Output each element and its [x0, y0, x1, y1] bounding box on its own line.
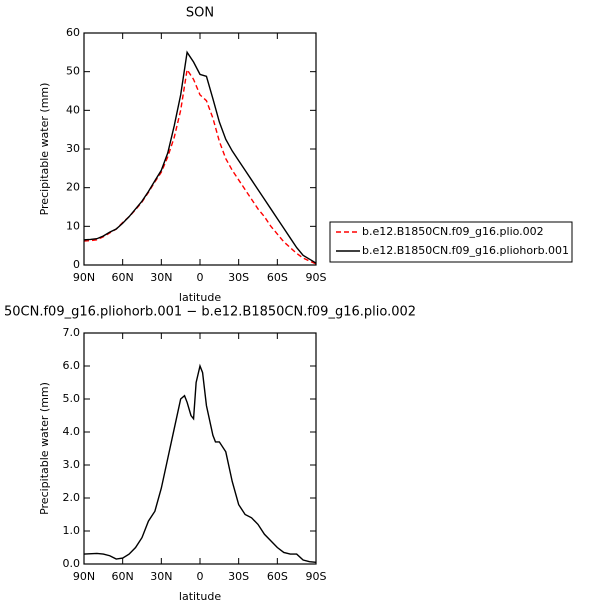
y-tick-label: 7.0 — [63, 326, 81, 339]
legend-box — [329, 221, 573, 263]
x-tick-label: 90N — [73, 570, 95, 583]
x-tick-label: 0 — [197, 570, 204, 583]
y-tick-label: 0 — [73, 258, 80, 271]
x-tick-label: 60S — [267, 570, 288, 583]
x-tick-label: 30S — [228, 271, 249, 284]
y-tick-label: 4.0 — [63, 425, 81, 438]
x-tick-label: 0 — [197, 271, 204, 284]
legend-label: b.e12.B1850CN.f09_g16.pliohorb.001 — [362, 244, 569, 257]
x-tick-label: 90S — [306, 570, 327, 583]
y-tick-label: 2.0 — [63, 491, 81, 504]
series-line — [83, 50, 317, 264]
y-tick-label: 50 — [66, 65, 80, 78]
chart-title: SON — [186, 6, 214, 21]
plot-frame — [83, 32, 317, 266]
x-axis-label: latitude — [179, 291, 221, 304]
y-tick-label: 0.0 — [63, 557, 81, 570]
legend-label: b.e12.B1850CN.f09_g16.plio.002 — [362, 225, 544, 238]
y-tick-label: 60 — [66, 26, 80, 39]
y-tick-label: 10 — [66, 219, 80, 232]
y-tick-label: 3.0 — [63, 458, 81, 471]
y-tick-label: 20 — [66, 181, 80, 194]
series-line — [83, 67, 317, 265]
y-tick-label: 1.0 — [63, 524, 81, 537]
x-tick-label: 90N — [73, 271, 95, 284]
x-axis-label: latitude — [179, 590, 221, 603]
y-axis-label: Precipitable water (mm) — [38, 83, 51, 216]
x-tick-label: 60N — [112, 271, 134, 284]
y-tick-label: 30 — [66, 142, 80, 155]
series-line — [83, 363, 317, 564]
x-tick-label: 30S — [228, 570, 249, 583]
y-tick-label: 40 — [66, 103, 80, 116]
x-tick-label: 90S — [306, 271, 327, 284]
y-axis-label: Precipitable water (mm) — [38, 382, 51, 515]
x-tick-label: 60N — [112, 570, 134, 583]
plot-frame — [83, 332, 317, 565]
chart-title: 50CN.f09_g16.pliohorb.001 − b.e12.B1850C… — [4, 305, 416, 320]
x-tick-label: 60S — [267, 271, 288, 284]
x-tick-label: 30N — [150, 271, 172, 284]
y-tick-label: 6.0 — [63, 359, 81, 372]
x-tick-label: 30N — [150, 570, 172, 583]
y-tick-label: 5.0 — [63, 392, 81, 405]
